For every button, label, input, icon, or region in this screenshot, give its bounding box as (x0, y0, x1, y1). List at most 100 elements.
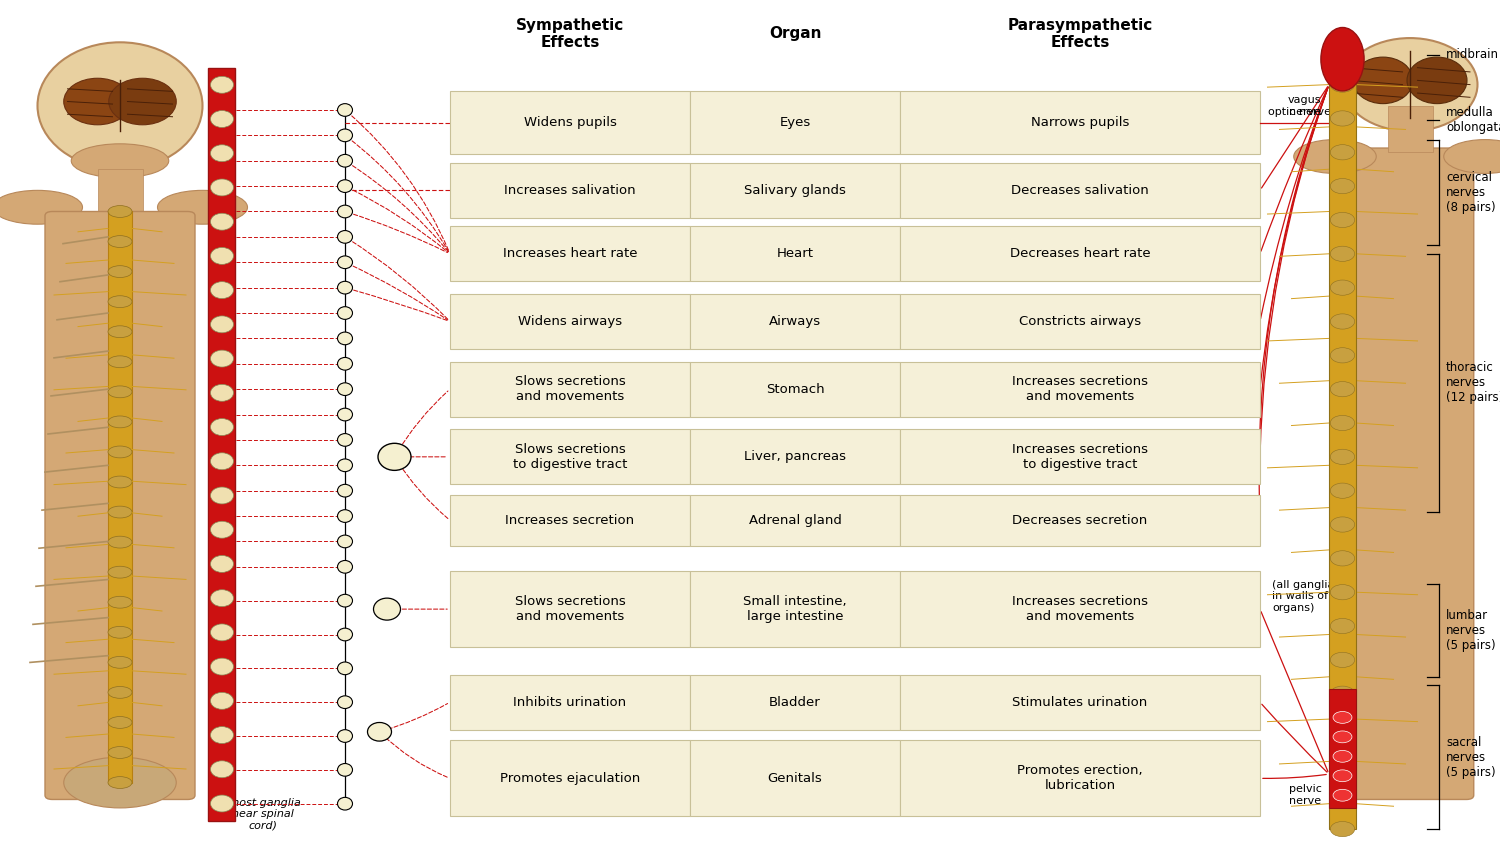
FancyBboxPatch shape (450, 362, 690, 417)
Text: (all ganglia
in walls of
organs): (all ganglia in walls of organs) (1272, 580, 1335, 613)
Text: cervical
nerves
(8 pairs): cervical nerves (8 pairs) (1446, 172, 1496, 214)
Ellipse shape (338, 205, 352, 218)
Ellipse shape (1330, 585, 1354, 600)
Ellipse shape (338, 662, 352, 675)
FancyBboxPatch shape (690, 362, 900, 417)
Ellipse shape (210, 384, 234, 401)
Ellipse shape (108, 356, 132, 368)
Ellipse shape (108, 296, 132, 308)
Ellipse shape (108, 626, 132, 638)
Ellipse shape (338, 695, 352, 709)
Ellipse shape (1330, 517, 1354, 532)
Ellipse shape (210, 111, 234, 128)
Ellipse shape (1330, 483, 1354, 498)
Ellipse shape (338, 256, 352, 269)
Text: optic nerve: optic nerve (1268, 107, 1330, 117)
Ellipse shape (210, 213, 234, 230)
Ellipse shape (210, 556, 234, 573)
Ellipse shape (1353, 58, 1413, 104)
Bar (108, 212, 132, 783)
Text: (most ganglia
near spinal
cord): (most ganglia near spinal cord) (224, 798, 302, 831)
Ellipse shape (1330, 720, 1354, 735)
Text: Increases secretions
and movements: Increases secretions and movements (1013, 375, 1148, 404)
FancyBboxPatch shape (690, 91, 900, 154)
FancyBboxPatch shape (450, 227, 690, 282)
FancyBboxPatch shape (900, 571, 1260, 647)
Text: Slows secretions
and movements: Slows secretions and movements (514, 375, 625, 404)
Ellipse shape (1334, 711, 1352, 723)
Bar (1329, 51, 1356, 829)
Ellipse shape (338, 180, 352, 193)
Ellipse shape (38, 42, 203, 169)
Ellipse shape (1330, 179, 1354, 194)
Ellipse shape (1330, 246, 1354, 261)
Ellipse shape (378, 443, 411, 470)
FancyBboxPatch shape (450, 495, 690, 546)
Ellipse shape (338, 595, 352, 607)
Ellipse shape (1334, 750, 1352, 762)
Ellipse shape (1330, 415, 1354, 431)
Ellipse shape (1330, 43, 1354, 58)
Text: thoracic
nerves
(12 pairs): thoracic nerves (12 pairs) (1446, 361, 1500, 404)
Ellipse shape (108, 777, 132, 788)
Ellipse shape (1330, 618, 1354, 634)
Ellipse shape (338, 382, 352, 396)
Ellipse shape (210, 453, 234, 470)
Text: Increases secretions
to digestive tract: Increases secretions to digestive tract (1013, 442, 1148, 471)
Ellipse shape (338, 306, 352, 320)
Ellipse shape (1334, 731, 1352, 743)
Ellipse shape (1330, 551, 1354, 566)
Text: Salivary glands: Salivary glands (744, 184, 846, 197)
Ellipse shape (1330, 754, 1354, 769)
Ellipse shape (108, 746, 132, 758)
Text: sacral
nerves
(5 pairs): sacral nerves (5 pairs) (1446, 736, 1496, 778)
FancyBboxPatch shape (900, 675, 1260, 729)
FancyBboxPatch shape (900, 495, 1260, 546)
Text: Organ: Organ (768, 26, 822, 41)
Text: Bladder: Bladder (770, 695, 820, 709)
Text: Airways: Airways (770, 315, 820, 328)
Text: midbrain: midbrain (1446, 48, 1498, 62)
FancyBboxPatch shape (690, 740, 900, 816)
Text: Widens pupils: Widens pupils (524, 116, 616, 129)
FancyBboxPatch shape (450, 430, 690, 484)
Ellipse shape (108, 656, 132, 668)
Ellipse shape (1330, 111, 1354, 126)
Ellipse shape (1293, 140, 1376, 173)
Ellipse shape (108, 476, 132, 488)
Ellipse shape (1322, 28, 1364, 91)
Text: pelvic
nerve: pelvic nerve (1288, 784, 1322, 806)
Bar (98, 169, 142, 216)
Text: vagus
nerve: vagus nerve (1288, 95, 1322, 117)
FancyBboxPatch shape (900, 362, 1260, 417)
Ellipse shape (1330, 212, 1354, 228)
Bar (1388, 106, 1432, 152)
FancyBboxPatch shape (690, 571, 900, 647)
Ellipse shape (1407, 58, 1467, 104)
Text: lumbar
nerves
(5 pairs): lumbar nerves (5 pairs) (1446, 609, 1496, 651)
Text: Decreases salivation: Decreases salivation (1011, 184, 1149, 197)
Ellipse shape (108, 717, 132, 728)
Ellipse shape (72, 144, 168, 178)
Text: Parasympathetic
Effects: Parasympathetic Effects (1008, 18, 1152, 50)
Text: Increases secretion: Increases secretion (506, 514, 634, 527)
Ellipse shape (108, 416, 132, 428)
Ellipse shape (1330, 686, 1354, 701)
Text: Increases heart rate: Increases heart rate (503, 247, 638, 261)
Ellipse shape (338, 628, 352, 641)
Ellipse shape (1330, 821, 1354, 837)
FancyBboxPatch shape (900, 91, 1260, 154)
Ellipse shape (338, 358, 352, 371)
Ellipse shape (1330, 449, 1354, 464)
Ellipse shape (338, 332, 352, 345)
Text: Eyes: Eyes (780, 116, 810, 129)
Ellipse shape (338, 797, 352, 810)
Ellipse shape (108, 596, 132, 608)
Ellipse shape (210, 692, 234, 709)
Text: Increases secretions
and movements: Increases secretions and movements (1013, 595, 1148, 624)
Ellipse shape (1330, 145, 1354, 160)
Text: Adrenal gland: Adrenal gland (748, 514, 842, 527)
Ellipse shape (338, 764, 352, 777)
Ellipse shape (108, 536, 132, 548)
Text: Increases salivation: Increases salivation (504, 184, 636, 197)
